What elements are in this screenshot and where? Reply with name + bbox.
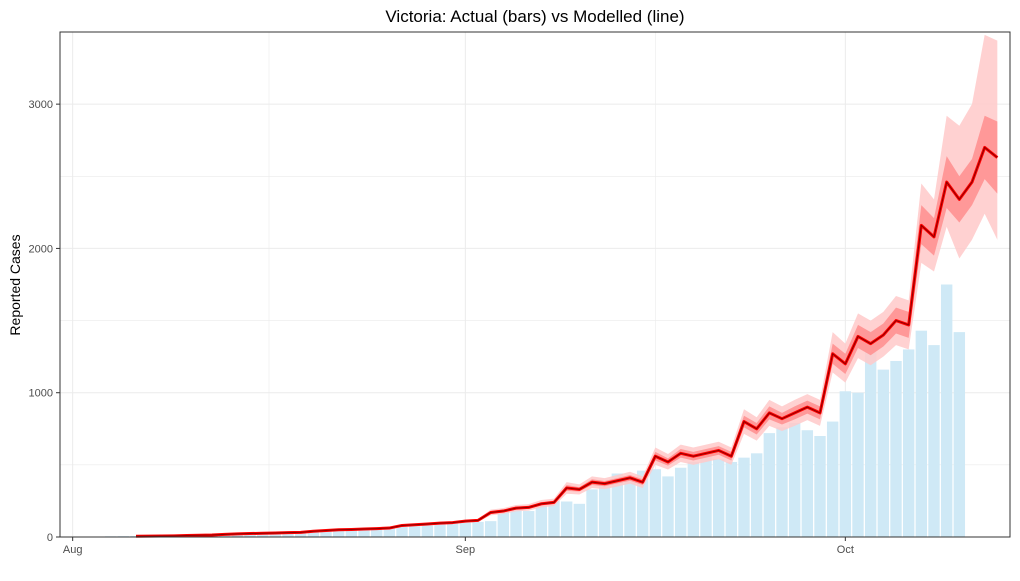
bar xyxy=(649,469,662,537)
bar xyxy=(902,349,915,537)
x-tick-label: Oct xyxy=(837,544,854,556)
bar xyxy=(459,522,472,537)
bar xyxy=(636,470,649,537)
bar xyxy=(408,526,421,537)
bar xyxy=(396,526,408,537)
bar xyxy=(307,532,320,537)
y-tick-label: 2000 xyxy=(29,243,53,255)
bar xyxy=(611,473,624,537)
bar xyxy=(890,360,902,537)
bar xyxy=(814,436,826,537)
bar xyxy=(434,523,446,537)
bar xyxy=(928,345,940,537)
bar xyxy=(738,457,750,537)
bar xyxy=(472,521,484,537)
bar xyxy=(712,459,725,537)
y-tick-label: 0 xyxy=(47,532,53,544)
bar xyxy=(282,533,294,537)
bar xyxy=(687,461,700,537)
bar xyxy=(332,529,345,537)
bar xyxy=(674,467,687,537)
y-axis-title: Reported Cases xyxy=(7,234,23,335)
bar xyxy=(358,529,370,537)
chart-title: Victoria: Actual (bars) vs Modelled (lin… xyxy=(385,7,684,26)
bar xyxy=(776,427,788,537)
model-band-90 xyxy=(136,34,998,537)
axis-ticks: 0 1000 2000 3000 Aug Sep Oct xyxy=(29,99,854,556)
panel-background xyxy=(60,32,1010,537)
bar xyxy=(294,533,307,537)
bar xyxy=(548,500,560,537)
bar xyxy=(535,505,548,537)
bar xyxy=(915,330,928,537)
bar xyxy=(510,506,522,537)
bar xyxy=(763,433,776,537)
bar xyxy=(725,461,738,537)
bar xyxy=(839,391,852,537)
plot-panel xyxy=(60,32,1010,537)
bar xyxy=(877,369,890,537)
model-line-median xyxy=(135,146,998,537)
bar xyxy=(446,523,459,537)
bar xyxy=(940,284,953,537)
bar xyxy=(560,501,573,537)
bar xyxy=(826,421,839,537)
bar xyxy=(256,533,269,537)
bar xyxy=(383,528,396,537)
bar xyxy=(598,482,611,537)
bar xyxy=(624,477,636,537)
bar xyxy=(573,503,586,537)
bar xyxy=(953,332,966,537)
bar xyxy=(421,525,434,537)
bar xyxy=(269,533,282,537)
bar xyxy=(231,534,244,537)
bar xyxy=(852,392,864,537)
model-lines xyxy=(135,145,999,538)
bar xyxy=(801,430,814,537)
bar xyxy=(345,529,358,537)
bar xyxy=(864,330,877,537)
bar xyxy=(497,511,510,537)
bar xyxy=(586,489,598,537)
y-tick-label: 1000 xyxy=(29,388,53,400)
bar xyxy=(484,521,497,537)
x-tick-label: Aug xyxy=(63,544,83,556)
bar xyxy=(700,456,712,537)
bar xyxy=(244,533,256,537)
actual-bars xyxy=(104,284,966,537)
panel-frame xyxy=(59,31,1011,538)
model-bands xyxy=(136,34,998,537)
bar xyxy=(788,423,801,537)
bar xyxy=(130,535,142,537)
y-tick-label: 3000 xyxy=(29,99,53,111)
bar xyxy=(320,530,332,537)
bar xyxy=(370,528,383,537)
bar xyxy=(522,511,535,537)
panel-border xyxy=(59,31,1011,538)
bar xyxy=(750,453,763,537)
bar xyxy=(662,476,674,537)
x-tick-label: Sep xyxy=(456,544,476,556)
